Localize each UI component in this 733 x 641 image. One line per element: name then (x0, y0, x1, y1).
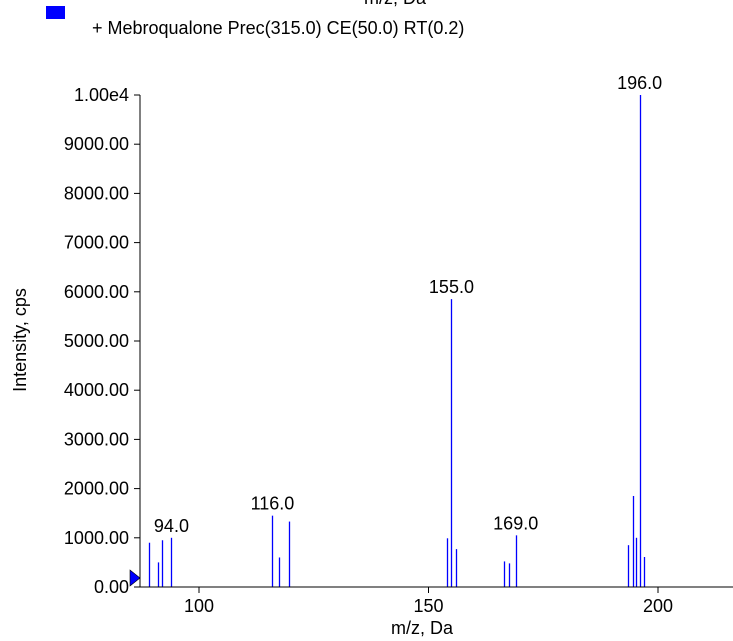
y-tick-label: 9000.00 (64, 134, 129, 154)
peak-label: 169.0 (493, 513, 538, 533)
x-tick-label: 100 (184, 596, 214, 616)
peak-label: 155.0 (429, 277, 474, 297)
legend-swatch (46, 6, 65, 19)
y-axis-title: Intensity, cps (10, 288, 30, 392)
y-tick-label: 4000.00 (64, 380, 129, 400)
y-tick-label: 2000.00 (64, 479, 129, 499)
legend-label: + Mebroqualone Prec(315.0) CE(50.0) RT(0… (92, 18, 464, 38)
chart-title: m/z, Da (364, 0, 427, 8)
y-tick-label: 1.00e4 (74, 85, 129, 105)
y-tick-label: 7000.00 (64, 233, 129, 253)
scroll-marker-icon[interactable] (129, 569, 141, 587)
y-tick-label: 1000.00 (64, 528, 129, 548)
y-tick-label: 3000.00 (64, 429, 129, 449)
peak-bars (148, 95, 646, 587)
x-axis-title: m/z, Da (391, 618, 454, 638)
x-tick-label: 150 (413, 596, 443, 616)
peak-label: 116.0 (251, 494, 295, 514)
peak-label: 94.0 (154, 516, 189, 536)
y-tick-label: 0.00 (94, 577, 129, 597)
x-tick-label: 200 (643, 596, 673, 616)
x-axis-ticks: 100150200250300 (184, 587, 673, 616)
y-tick-label: 6000.00 (64, 282, 129, 302)
y-tick-label: 5000.00 (64, 331, 129, 351)
peak-label: 196.0 (617, 73, 662, 93)
y-axis-ticks: 0.00 1000.00 2000.00 3000.00 4000.00 5000.00 6… (64, 85, 140, 597)
y-tick-label: 8000.00 (64, 183, 129, 203)
